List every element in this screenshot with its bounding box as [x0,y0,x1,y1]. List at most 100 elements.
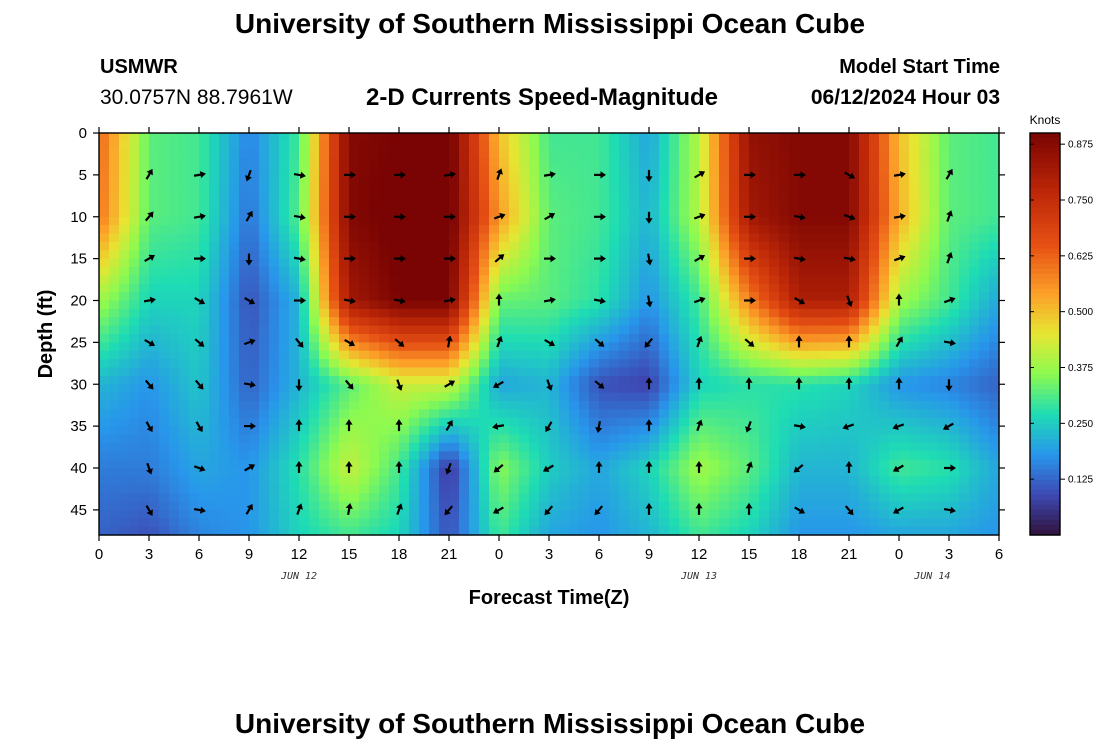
heatmap-cell [599,334,610,343]
heatmap-cell [649,426,660,436]
heatmap-cell [489,459,500,469]
heatmap-cell [889,468,900,477]
heatmap-cell [499,367,510,377]
heatmap-cell [989,459,1000,469]
heatmap-cell [719,267,730,276]
heatmap-cell [199,317,210,327]
heatmap-cell [769,375,780,385]
colorbar-segment [1030,318,1060,325]
heatmap-cell [189,367,200,377]
heatmap-cell [159,158,170,168]
heatmap-cell [969,451,980,461]
heatmap-cell [479,292,490,302]
heatmap-cell [579,292,590,302]
heatmap-cell [349,434,360,444]
heatmap-cell [269,133,280,142]
heatmap-cell [269,384,280,394]
heatmap-cell [879,334,890,343]
current-arrow [744,296,756,305]
heatmap-cell [539,174,550,184]
heatmap-cell [619,292,630,302]
heatmap-cell [289,216,300,226]
heatmap-cell [269,292,280,302]
heatmap-cell [399,384,410,394]
heatmap-cell [449,375,460,385]
heatmap-cell [239,225,250,235]
heatmap-cell [559,166,570,176]
heatmap-cell [479,158,490,168]
heatmap-cell [879,267,890,276]
heatmap-cell [329,417,340,427]
heatmap-cell [839,468,850,477]
heatmap-cell [779,200,790,209]
heatmap-cell [569,384,580,394]
heatmap-cell [389,158,400,168]
heatmap-cell [379,434,390,444]
heatmap-cell [889,133,900,142]
heatmap-cell [589,384,600,394]
heatmap-cell [409,225,420,235]
heatmap-cell [889,392,900,402]
heatmap-cell [159,241,170,251]
heatmap-cell [689,225,700,235]
heatmap-cell [149,426,160,436]
heatmap-cell [319,426,330,436]
heatmap-cell [299,133,310,142]
heatmap-cell [599,359,610,369]
heatmap-cell [359,392,370,402]
heatmap-cell [189,417,200,427]
heatmap-cell [279,526,290,536]
heatmap-cell [549,476,560,486]
heatmap-cell [219,434,230,444]
heatmap-cell [159,367,170,377]
heatmap-cell [619,267,630,276]
colorbar-segment [1030,364,1060,370]
heatmap-cell [789,141,800,151]
heatmap-cell [209,158,220,168]
heatmap-cell [669,200,680,209]
heatmap-cell [459,174,470,184]
heatmap-cell [729,509,740,519]
heatmap-cell [589,509,600,519]
heatmap-cell [739,166,750,176]
heatmap-cell [849,468,860,477]
heatmap-cell [549,417,560,427]
heatmap-cell [359,166,370,176]
heatmap-cell [339,325,350,335]
heatmap-cell [969,283,980,293]
heatmap-cell [879,518,890,528]
heatmap-cell [609,342,620,352]
heatmap-cell [919,468,930,477]
heatmap-cell [889,350,900,360]
heatmap-cell [899,375,910,385]
heatmap-cell [139,258,150,268]
heatmap-cell [769,233,780,243]
heatmap-cell [929,208,940,218]
heatmap-cell [759,216,770,226]
heatmap-cell [249,241,260,251]
heatmap-cell [959,468,970,477]
heatmap-cell [369,392,380,402]
current-arrow [893,254,906,262]
current-arrow [645,253,653,266]
heatmap-cell [769,317,780,327]
heatmap-cell [579,133,590,142]
heatmap-cell [309,233,320,243]
heatmap-cell [509,241,520,251]
heatmap-cell [839,233,850,243]
heatmap-cell [409,133,420,142]
heatmap-cell [779,442,790,452]
heatmap-cell [679,133,690,142]
heatmap-cell [909,459,920,469]
heatmap-cell [979,225,990,235]
heatmap-cell [769,133,780,142]
heatmap-cell [109,451,120,461]
heatmap-cell [919,166,930,176]
heatmap-cell [219,518,230,528]
heatmap-cell [389,166,400,176]
heatmap-cell [799,191,810,201]
heatmap-cell [959,200,970,209]
heatmap-cell [709,417,720,427]
heatmap-cell [729,526,740,536]
heatmap-cell [979,434,990,444]
